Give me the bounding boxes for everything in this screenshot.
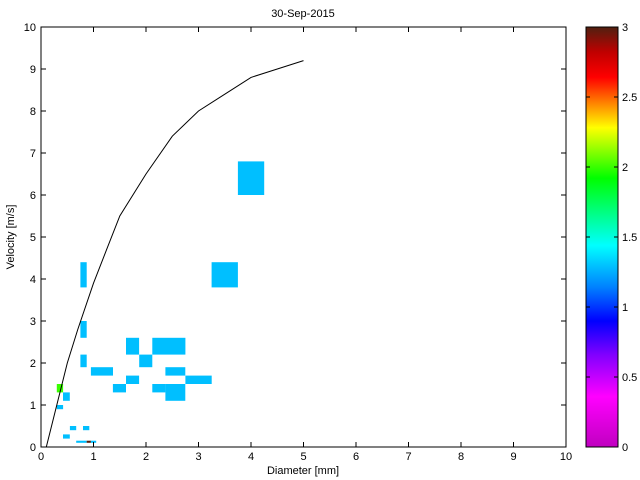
x-tick-label: 6 <box>353 451 359 463</box>
x-tick-label: 4 <box>248 451 254 463</box>
y-tick-label: 3 <box>30 316 36 328</box>
x-tick-label: 1 <box>90 451 96 463</box>
heatmap-cell <box>152 384 166 393</box>
heatmap-cell <box>69 426 77 431</box>
heatmap-cell <box>126 375 140 384</box>
y-tick-label: 10 <box>24 22 36 34</box>
x-axis-label: Diameter [mm] <box>267 465 339 477</box>
chart-title: 30-Sep-2015 <box>271 8 335 20</box>
y-tick-label: 1 <box>30 400 36 412</box>
heatmap-cell <box>112 384 126 393</box>
y-axis-ticks: 0 1 2 3 4 5 6 7 8 9 10 <box>24 22 566 454</box>
heatmap-cell <box>237 161 265 195</box>
heatmap-cell <box>152 337 186 355</box>
y-tick-label: 8 <box>30 106 36 118</box>
x-tick-label: 3 <box>195 451 201 463</box>
heatmap-cell <box>211 262 238 288</box>
heatmap-cell <box>80 321 87 338</box>
x-tick-label: 0 <box>38 451 44 463</box>
colorbar-tick-label: 3 <box>622 22 628 34</box>
x-tick-label: 8 <box>458 451 464 463</box>
y-tick-label: 9 <box>30 64 36 76</box>
heatmap-cells <box>56 161 265 443</box>
heatmap-cell <box>83 426 90 431</box>
heatmap-cell <box>126 337 140 355</box>
colorbar-ticks: 0 0.5 1 1.5 2 2.5 3 <box>586 22 637 454</box>
colorbar <box>585 26 619 448</box>
y-axis-label: Velocity [m/s] <box>5 205 17 270</box>
heatmap-cell <box>63 434 70 439</box>
heatmap-cell <box>165 367 186 376</box>
heatmap-cell <box>56 405 64 410</box>
heatmap-cell <box>90 440 97 443</box>
heatmap-cell <box>165 384 186 401</box>
x-tick-label: 2 <box>143 451 149 463</box>
y-tick-label: 5 <box>30 232 36 244</box>
colorbar-tick-label: 2.5 <box>622 92 637 104</box>
colorbar-tick-label: 1 <box>622 302 628 314</box>
heatmap-cell <box>56 384 64 393</box>
y-tick-label: 7 <box>30 148 36 160</box>
colorbar-tick-label: 0.5 <box>622 372 637 384</box>
heatmap-cell <box>185 375 212 384</box>
y-tick-label: 6 <box>30 190 36 202</box>
x-tick-label: 7 <box>405 451 411 463</box>
colorbar-tick-label: 2 <box>622 162 628 174</box>
heatmap-cell <box>76 440 87 443</box>
x-tick-label: 9 <box>510 451 516 463</box>
colorbar-tick-label: 0 <box>622 442 628 454</box>
y-tick-label: 0 <box>30 442 36 454</box>
y-tick-label: 4 <box>30 274 36 286</box>
y-tick-label: 2 <box>30 358 36 370</box>
x-tick-label: 5 <box>300 451 306 463</box>
heatmap-cell <box>63 392 70 401</box>
colorbar-tick-label: 1.5 <box>622 232 637 244</box>
terminal-velocity-curve <box>45 60 304 448</box>
x-axis-ticks: 0 1 2 3 4 5 6 7 8 9 10 <box>38 27 572 463</box>
heatmap-cell <box>86 440 91 443</box>
heatmap-cell <box>80 354 87 368</box>
heatmap-cell <box>139 354 153 368</box>
x-tick-label: 10 <box>560 451 572 463</box>
heatmap-cell <box>80 262 87 288</box>
heatmap-cell <box>90 367 113 376</box>
